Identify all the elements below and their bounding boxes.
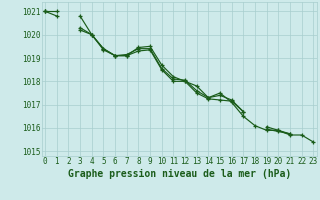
- X-axis label: Graphe pression niveau de la mer (hPa): Graphe pression niveau de la mer (hPa): [68, 169, 291, 179]
